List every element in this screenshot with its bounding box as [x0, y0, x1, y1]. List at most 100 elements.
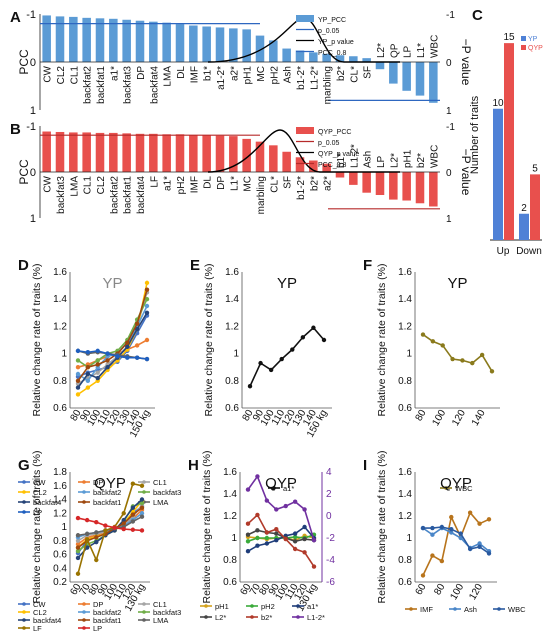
- y-tick-label: 1.4: [398, 489, 412, 500]
- bar-a: [309, 52, 318, 62]
- category-label: QP: [389, 43, 400, 58]
- legend-swatch: [521, 36, 526, 41]
- category-label: backfat3: [123, 66, 134, 104]
- y-tick-label: 1.4: [53, 495, 67, 506]
- data-point: [121, 511, 126, 516]
- legend-swatch: [82, 618, 86, 622]
- category-label: a1-2*: [216, 66, 227, 90]
- legend-label: a1*: [283, 484, 294, 493]
- data-point: [274, 531, 279, 536]
- y-tick-label: 1: [61, 522, 67, 533]
- data-point: [486, 551, 492, 556]
- category-label: LMA: [163, 66, 174, 87]
- data-point: [292, 546, 298, 552]
- data-point: [274, 538, 279, 543]
- legend-label: L1-2*: [307, 613, 325, 622]
- series-line: [77, 292, 148, 385]
- legend-swatch: [82, 500, 86, 504]
- chart-title: QYP: [94, 475, 126, 492]
- legend-label: YP_p value: [318, 39, 354, 46]
- legend-label: LP: [93, 624, 102, 633]
- legend-label: p_0.05: [318, 28, 340, 35]
- legend-swatch: [296, 604, 300, 608]
- data-point: [258, 360, 263, 366]
- chart-title: YP: [102, 275, 122, 292]
- category-label: IMF: [189, 176, 200, 193]
- data-point: [292, 534, 298, 540]
- category-label: backfat1: [96, 66, 107, 104]
- data-point: [274, 527, 279, 532]
- legend-swatch: [22, 510, 26, 514]
- data-point: [430, 553, 435, 558]
- data-point: [75, 533, 81, 538]
- data-point: [94, 530, 99, 535]
- legend-swatch: [296, 15, 314, 22]
- data-point: [292, 531, 298, 536]
- data-point: [144, 287, 150, 292]
- bar-b: [202, 135, 211, 172]
- data-point: [245, 521, 251, 526]
- panel-label: H: [188, 457, 199, 474]
- data-point: [85, 378, 91, 383]
- legend-label: CL1: [153, 478, 167, 487]
- legend-swatch: [22, 602, 26, 606]
- category-label: backfat4: [136, 176, 147, 214]
- chart-title: QYP: [265, 475, 297, 492]
- y-tick-label: 1.6: [398, 467, 412, 478]
- category-label: L2*: [376, 43, 387, 58]
- data-point: [255, 512, 260, 518]
- bar-a: [429, 62, 438, 103]
- y-tick-label: 1.4: [398, 294, 412, 305]
- bar-a: [135, 20, 145, 62]
- category-label: MC: [256, 66, 267, 82]
- data-point: [292, 539, 298, 544]
- data-point: [458, 531, 463, 536]
- bar-b: [402, 172, 411, 201]
- data-point: [283, 503, 288, 509]
- data-point: [302, 550, 307, 555]
- data-point: [103, 528, 108, 533]
- data-point: [420, 525, 426, 531]
- data-point: [302, 507, 307, 512]
- legend-swatch: [82, 610, 86, 614]
- category-label: pH1: [403, 149, 414, 168]
- legend-label: backfat4: [33, 616, 61, 625]
- category-label: CW: [43, 175, 54, 192]
- legend-label: DP: [93, 600, 103, 609]
- bar-b: [162, 134, 171, 172]
- bar-b: [109, 132, 118, 172]
- bar-b: [309, 160, 318, 172]
- category-label: Ash: [363, 151, 374, 168]
- category-label: b1-2*: [296, 66, 307, 90]
- category-label: L1-2*: [309, 66, 320, 90]
- data-point: [449, 527, 454, 532]
- panel-label: F: [363, 257, 372, 274]
- x-tick-label: 100: [448, 582, 466, 602]
- chart-title: QYP: [440, 475, 472, 492]
- bar-b: [175, 134, 185, 172]
- category-label: L1*: [229, 176, 240, 191]
- y-right-axis-label: −P value: [459, 149, 473, 196]
- legend-label: pH1: [215, 602, 229, 611]
- legend-label: IMF: [420, 605, 433, 614]
- category-label: b2*: [336, 66, 347, 81]
- y-tick-label: 1.2: [53, 508, 67, 519]
- data-point: [115, 354, 120, 359]
- legend-label: LMA: [153, 616, 168, 625]
- y-tick-label: 0.8: [225, 376, 239, 387]
- data-point: [139, 514, 145, 519]
- data-point: [144, 297, 150, 302]
- category-label: SF: [283, 176, 294, 189]
- legend-swatch: [22, 480, 26, 484]
- y-tick-label: 0.2: [53, 577, 67, 588]
- data-point: [112, 525, 117, 530]
- legend-swatch: [453, 607, 457, 611]
- y-tick-label: 1.4: [225, 294, 239, 305]
- bar-a: [375, 62, 385, 70]
- y-right-tick-label: -1: [446, 122, 455, 133]
- bar-b: [95, 132, 105, 172]
- y-tick-label: 0.8: [398, 376, 412, 387]
- category-label: WBC: [429, 35, 440, 58]
- category-label: backfat2: [83, 66, 94, 104]
